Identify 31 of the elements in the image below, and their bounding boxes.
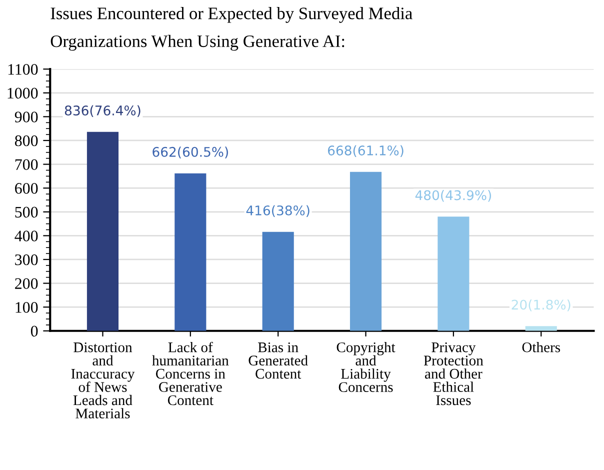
x-tick-label: Others (522, 342, 560, 352)
data-label: 480(43.9%) (415, 190, 492, 202)
y-tick-label: 1100 (8, 64, 38, 75)
y-tick-label: 200 (15, 278, 38, 289)
data-label: 20(1.8%) (512, 299, 570, 312)
y-tick-label: 500 (15, 206, 38, 218)
bar (262, 232, 294, 331)
x-tick-label: Copyright and Liability Concerns (336, 342, 396, 392)
chart-title: Issues Encountered or Expected by Surveyed Media Organizations When Using Generative AI: (50, 7, 412, 51)
y-tick-label: 600 (15, 183, 38, 194)
x-tick-label: Bias in Generated Content (248, 342, 308, 379)
y-tick-label: 100 (16, 302, 38, 313)
data-label: 662(60.5%) (152, 146, 228, 158)
y-tick-label: 900 (14, 112, 38, 122)
data-label: 416(38%) (246, 205, 310, 217)
x-tick-label: Lack of humanitarian Concerns in Generative Content (152, 342, 229, 406)
x-tick-label: Privacy Protection and Other Ethical Issues (424, 342, 484, 406)
y-tick-label: 700 (15, 159, 38, 170)
y-tick-label: 300 (15, 254, 38, 266)
data-label: 836(76.4%) (64, 105, 140, 118)
bar (86, 132, 119, 331)
bar (350, 172, 382, 331)
y-tick-label: 400 (14, 230, 38, 242)
bar (174, 173, 206, 331)
data-label: 668(61.1%) (328, 145, 404, 158)
y-tick-label: 1000 (8, 88, 38, 99)
y-tick-label: 0 (30, 326, 38, 337)
y-tick-label: 800 (14, 135, 38, 146)
bar (438, 216, 470, 331)
x-tick-label: Distortion and Inaccuracy of News Leads and Materials (71, 342, 135, 418)
bar (525, 326, 557, 331)
